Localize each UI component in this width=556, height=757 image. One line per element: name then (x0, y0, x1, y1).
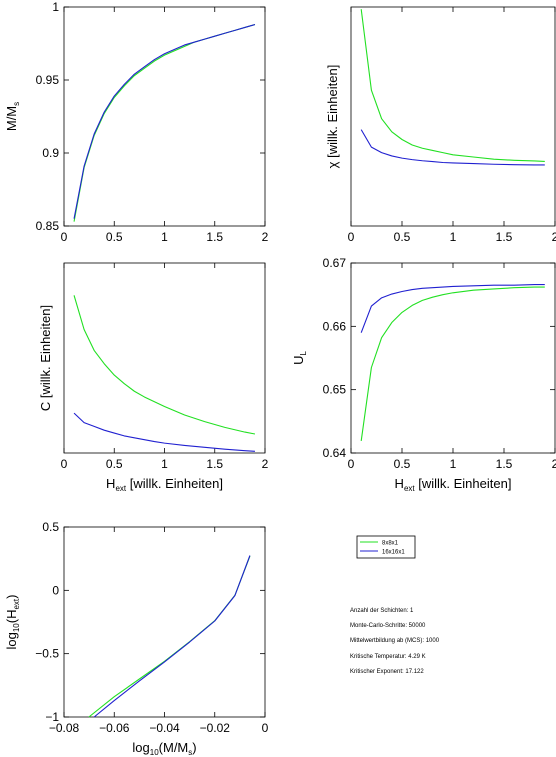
series-s16-line (93, 555, 251, 718)
chart-magnetization: 0 0.5 1 1.5 2 0.85 0.9 0.95 1 M/Ms (4, 0, 269, 244)
plot-frame (350, 262, 556, 454)
x-tick-label: 1 (161, 230, 168, 244)
x-tick-label: 2 (262, 230, 269, 244)
y-tick-label: 0.64 (323, 446, 347, 460)
legend-label-8x8x1: 8x8x1 (382, 541, 399, 547)
y-tick-label: 1 (52, 0, 59, 14)
y-axis-label: χ [willk. Einheiten] (325, 65, 340, 169)
series-s16-line (73, 412, 255, 452)
x-tick-label: −0.04 (149, 721, 180, 735)
x-tick-label: 2 (552, 230, 556, 244)
y-axis-label: C [willk. Einheiten] (38, 305, 53, 411)
info-critical-temperature: Kritische Temperatur: 4.29 K (350, 653, 426, 660)
x-tick-label: 0 (262, 721, 269, 735)
info-layers: Anzahl der Schichten: 1 (350, 608, 414, 614)
plot-frame (63, 262, 266, 454)
info-averaging-start: Mittelwertbildung ab (MCS): 1000 (350, 638, 440, 645)
x-tick-label: 0 (348, 457, 355, 471)
series-s8-line (360, 9, 545, 162)
legend: 8x8x1 16x16x1 (356, 535, 416, 559)
y-tick-label: 0.5 (42, 520, 59, 534)
y-axis-label: M/Ms (4, 102, 21, 131)
x-tick-label: 1.5 (206, 230, 223, 244)
plot-frame (350, 6, 556, 227)
y-tick-label: −1 (45, 710, 59, 724)
x-tick-label: −0.08 (49, 721, 80, 735)
y-axis-label: log10(Hext) (4, 595, 21, 650)
series-s16-line (73, 23, 256, 219)
series-s16-line (360, 129, 545, 166)
chart-binder-cumulant: 0 0.5 1 1.5 2 0.64 0.65 0.66 0.67 UL Hext [willk. … (291, 256, 556, 493)
series-s8-line (360, 286, 545, 442)
x-axis-label: log10(M/Ms) (132, 740, 196, 757)
x-tick-label: 0 (61, 230, 68, 244)
y-tick-label: 0.85 (36, 219, 60, 233)
info-mc-steps: Monte-Carlo-Schritte: 50000 (350, 623, 426, 630)
x-axis-label: Hext [willk. Einheiten] (395, 476, 512, 493)
x-tick-label: 1.5 (496, 230, 513, 244)
y-tick-label: 0.65 (323, 383, 347, 397)
x-tick-label: −0.06 (99, 721, 130, 735)
x-tick-label: 2 (262, 457, 269, 471)
y-tick-label: 0 (52, 583, 59, 597)
y-tick-label: 0.67 (323, 256, 347, 270)
x-tick-label: 0.5 (106, 230, 123, 244)
y-tick-label: 0.95 (36, 73, 60, 87)
x-tick-label: 0 (61, 457, 68, 471)
plot-frame (63, 6, 266, 227)
series-s16-line (360, 283, 545, 333)
chart-specific-heat: 0 0.5 1 1.5 2 C [willk. Einheiten] Hext [willk… (38, 262, 269, 493)
x-tick-label: 1.5 (206, 457, 223, 471)
x-tick-label: 1 (161, 457, 168, 471)
chart-log-log: −0.08 −0.06 −0.04 −0.02 0 −1 −0.5 0 0.5 log10(Hex… (4, 520, 269, 757)
simulation-info: Anzahl der Schichten: 1 Monte-Carlo-Schr… (350, 604, 439, 680)
y-tick-label: −0.5 (35, 647, 59, 661)
y-tick-label: 0.66 (323, 319, 347, 333)
x-tick-label: 1 (450, 230, 457, 244)
x-tick-label: 0.5 (106, 457, 123, 471)
x-tick-label: −0.02 (200, 721, 231, 735)
plot-frame (63, 526, 266, 718)
x-tick-label: 0.5 (394, 230, 411, 244)
x-tick-label: 2 (552, 457, 556, 471)
x-tick-label: 0.5 (394, 457, 411, 471)
y-axis-label: UL (291, 351, 308, 365)
x-tick-label: 0 (348, 230, 355, 244)
x-tick-label: 1.5 (496, 457, 513, 471)
x-axis-label: Hext [willk. Einheiten] (106, 476, 223, 493)
series-s8-line (73, 295, 256, 435)
legend-label-16x16x1: 16x16x1 (382, 550, 405, 556)
x-tick-label: 1 (450, 457, 457, 471)
chart-susceptibility: 0 0.5 1 1.5 2 χ [willk. Einheiten] (325, 6, 556, 244)
series-s8-line (88, 555, 251, 718)
info-critical-exponent: Kritischer Exponent: 17.122 (350, 668, 424, 675)
y-tick-label: 0.9 (42, 146, 59, 160)
